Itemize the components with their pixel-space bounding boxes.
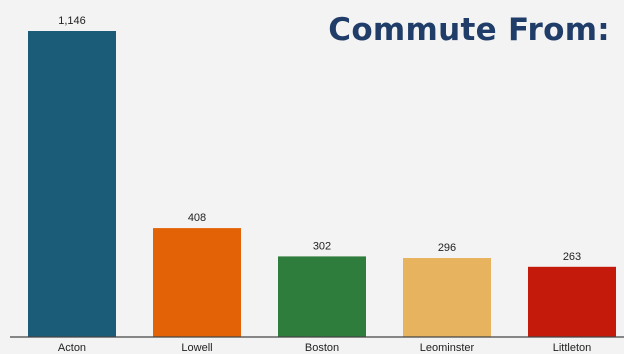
bar-lowell [153,228,241,337]
bars-layer [28,31,616,337]
category-label-lowell: Lowell [181,342,212,354]
bar-leominster [403,258,491,337]
bar-acton [28,31,116,337]
value-label-boston: 302 [313,240,331,252]
category-label-leominster: Leominster [420,342,475,354]
value-label-leominster: 296 [438,242,456,254]
category-label-littleton: Littleton [553,342,592,354]
labels-layer: 1,146 Acton 408 Lowell 302 Boston 296 Leominste… [58,15,591,354]
bar-boston [278,256,366,337]
value-label-lowell: 408 [188,212,206,224]
category-label-boston: Boston [305,342,339,354]
value-label-littleton: 263 [563,251,581,263]
category-label-acton: Acton [58,342,86,354]
chart-title: Commute From: [328,12,610,48]
value-label-acton: 1,146 [58,15,86,27]
bar-littleton [528,266,616,337]
